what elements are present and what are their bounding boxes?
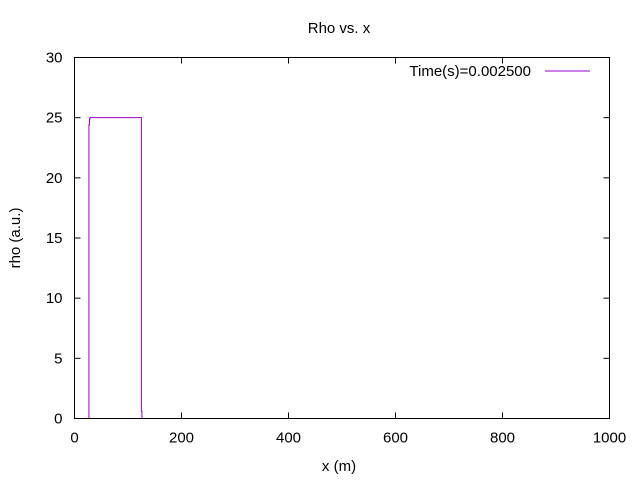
y-tick-label: 5 [54,350,62,367]
y-tick-label: 15 [46,230,63,247]
x-tick-label: 400 [276,430,301,447]
plot-frame [74,57,610,419]
x-tick-label: 1000 [593,430,626,447]
y-tick-label: 30 [46,50,63,67]
x-axis-label: x (m) [322,458,356,475]
series-layer [88,117,143,419]
series-line [88,117,143,419]
y-axis-label: rho (a.u.) [7,208,24,269]
x-tick-label: 600 [383,430,408,447]
axis-ticks: 0 200 400 600 800 1000 0 5 10 15 20 25 30 [46,50,626,447]
chart-title: Rho vs. x [308,20,371,37]
y-tick-label: 0 [54,411,62,428]
y-tick-label: 25 [46,110,63,127]
y-tick-label: 10 [46,290,63,307]
legend: Time(s)=0.002500 [409,63,590,80]
legend-label: Time(s)=0.002500 [409,63,531,80]
x-tick-label: 200 [169,430,194,447]
x-tick-label: 800 [490,430,515,447]
x-tick-label: 0 [70,430,78,447]
y-tick-label: 20 [46,170,63,187]
